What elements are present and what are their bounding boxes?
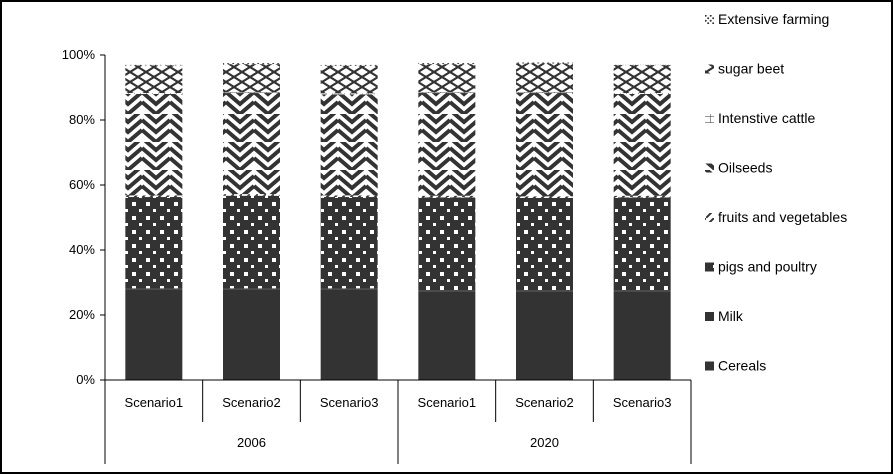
x-group-label: 2006 (237, 435, 266, 450)
bar-segment-extensive-farming-4 (418, 63, 476, 65)
bar-segment-milk-2 (223, 288, 280, 290)
bar-segment-extensive-farming-3 (320, 64, 378, 66)
legend-item-cereals: Cereals (705, 358, 766, 374)
bar-segment-cereals-6 (613, 291, 671, 380)
bar-segment-intenstive-cattle-5 (516, 92, 573, 94)
bar-segment-sugar-beet-5 (516, 63, 573, 93)
y-tick-label: 80% (69, 112, 95, 127)
bar-segment-oilseeds-2 (223, 93, 280, 195)
legend-label: Intenstive cattle (718, 110, 815, 126)
legend-item-sugar-beet: sugar beet (705, 61, 784, 77)
bar-segment-extensive-farming-5 (516, 62, 573, 64)
x-category-label: Scenario1 (418, 395, 477, 410)
bar-segment-intenstive-cattle-3 (320, 93, 378, 95)
bar-segment-cereals-4 (418, 291, 476, 380)
legend-label: pigs and poultry (718, 259, 817, 275)
legend-label: Milk (718, 308, 744, 324)
legend-marker (705, 213, 714, 222)
bar-segment-intenstive-cattle-6 (613, 93, 671, 94)
bar-group-5 (516, 62, 573, 380)
bar-segment-pigs-and-poultry-4 (418, 197, 476, 291)
bar-segment-intenstive-cattle-4 (418, 92, 476, 94)
x-category-label: Scenario3 (320, 395, 379, 410)
legend-item-pigs-and-poultry: pigs and poultry (705, 259, 817, 275)
legend-marker (705, 15, 714, 24)
legend-marker (705, 114, 714, 123)
bar-segment-fruits-and-vegetables-3 (320, 195, 378, 198)
y-tick-label: 20% (69, 307, 95, 322)
x-category-label: Scenario3 (613, 395, 672, 410)
bar-segment-sugar-beet-6 (613, 65, 671, 94)
axes-layer (100, 54, 692, 464)
bar-segment-intenstive-cattle-2 (223, 92, 280, 94)
legend-marker (705, 64, 714, 74)
bar-segment-milk-1 (125, 288, 183, 290)
legend: Extensive farming sugar beet Intenstive ca… (705, 11, 847, 374)
bar-segment-pigs-and-poultry-3 (320, 197, 378, 289)
bar-group-4 (418, 63, 476, 380)
bar-segment-fruits-and-vegetables-4 (418, 195, 476, 198)
legend-label: sugar beet (718, 61, 784, 77)
legend-item-fruits-and-vegetables: fruits and vegetables (705, 209, 847, 225)
bar-segment-oilseeds-5 (516, 93, 573, 197)
bar-segment-extensive-farming-2 (223, 63, 280, 65)
bar-segment-milk-6 (613, 290, 671, 292)
legend-label: Oilseeds (718, 160, 772, 176)
x-category-label: Scenario2 (222, 395, 281, 410)
legend-label: Extensive farming (718, 11, 829, 27)
bar-segment-sugar-beet-2 (223, 64, 280, 93)
x-group-label: 2020 (530, 435, 559, 450)
bar-segment-cereals-1 (125, 289, 183, 380)
bar-group-2 (223, 63, 280, 380)
bar-segment-oilseeds-4 (418, 93, 476, 196)
bar-segment-milk-5 (516, 290, 573, 292)
y-tick-label: 0% (76, 372, 95, 387)
bar-segment-sugar-beet-3 (320, 65, 378, 94)
bar-group-6 (613, 64, 671, 380)
bar-segment-extensive-farming-1 (125, 64, 183, 66)
bar-segment-cereals-3 (320, 289, 378, 380)
legend-marker (705, 361, 714, 371)
legend-marker (705, 312, 714, 321)
legend-item-intenstive-cattle: Intenstive cattle (705, 110, 815, 126)
bar-segment-milk-4 (418, 290, 476, 292)
bar-group-1 (125, 64, 183, 380)
bar-segment-pigs-and-poultry-5 (516, 198, 573, 291)
legend-item-oilseeds: Oilseeds (705, 160, 772, 176)
bar-segment-oilseeds-1 (125, 94, 183, 196)
legend-item-extensive-farming: Extensive farming (705, 11, 829, 27)
x-category-label: Scenario2 (515, 395, 574, 410)
legend-label: Cereals (718, 358, 766, 374)
bar-segment-pigs-and-poultry-1 (125, 197, 183, 289)
legend-marker (705, 262, 714, 272)
bar-segment-fruits-and-vegetables-5 (516, 196, 573, 198)
labels-layer: 0% 20% 40% 60% 80% 100% Scenario1 Scenario2 Scen… (62, 47, 672, 450)
bar-segment-fruits-and-vegetables-2 (223, 194, 280, 196)
bar-segment-pigs-and-poultry-6 (613, 197, 671, 291)
y-tick-label: 40% (69, 242, 95, 257)
bar-segment-cereals-5 (516, 291, 573, 380)
bar-segment-sugar-beet-4 (418, 64, 476, 93)
bar-segment-oilseeds-3 (320, 94, 378, 196)
bar-group-3 (320, 64, 378, 380)
bar-segment-fruits-and-vegetables-6 (613, 195, 671, 198)
bar-segment-pigs-and-poultry-2 (223, 195, 280, 289)
bar-segment-milk-3 (320, 288, 378, 290)
legend-item-milk: Milk (705, 308, 744, 324)
y-tick-label: 60% (69, 177, 95, 192)
bar-segment-cereals-2 (223, 289, 280, 380)
y-tick-label: 100% (62, 47, 96, 62)
bar-segment-oilseeds-6 (613, 94, 671, 196)
legend-marker (705, 163, 714, 173)
bar-segment-intenstive-cattle-1 (125, 93, 183, 94)
legend-label: fruits and vegetables (718, 209, 847, 225)
bars-layer (125, 62, 671, 380)
x-category-label: Scenario1 (125, 395, 184, 410)
bar-segment-extensive-farming-6 (613, 64, 671, 66)
bar-segment-sugar-beet-1 (125, 65, 183, 94)
bar-segment-fruits-and-vegetables-1 (125, 195, 183, 198)
